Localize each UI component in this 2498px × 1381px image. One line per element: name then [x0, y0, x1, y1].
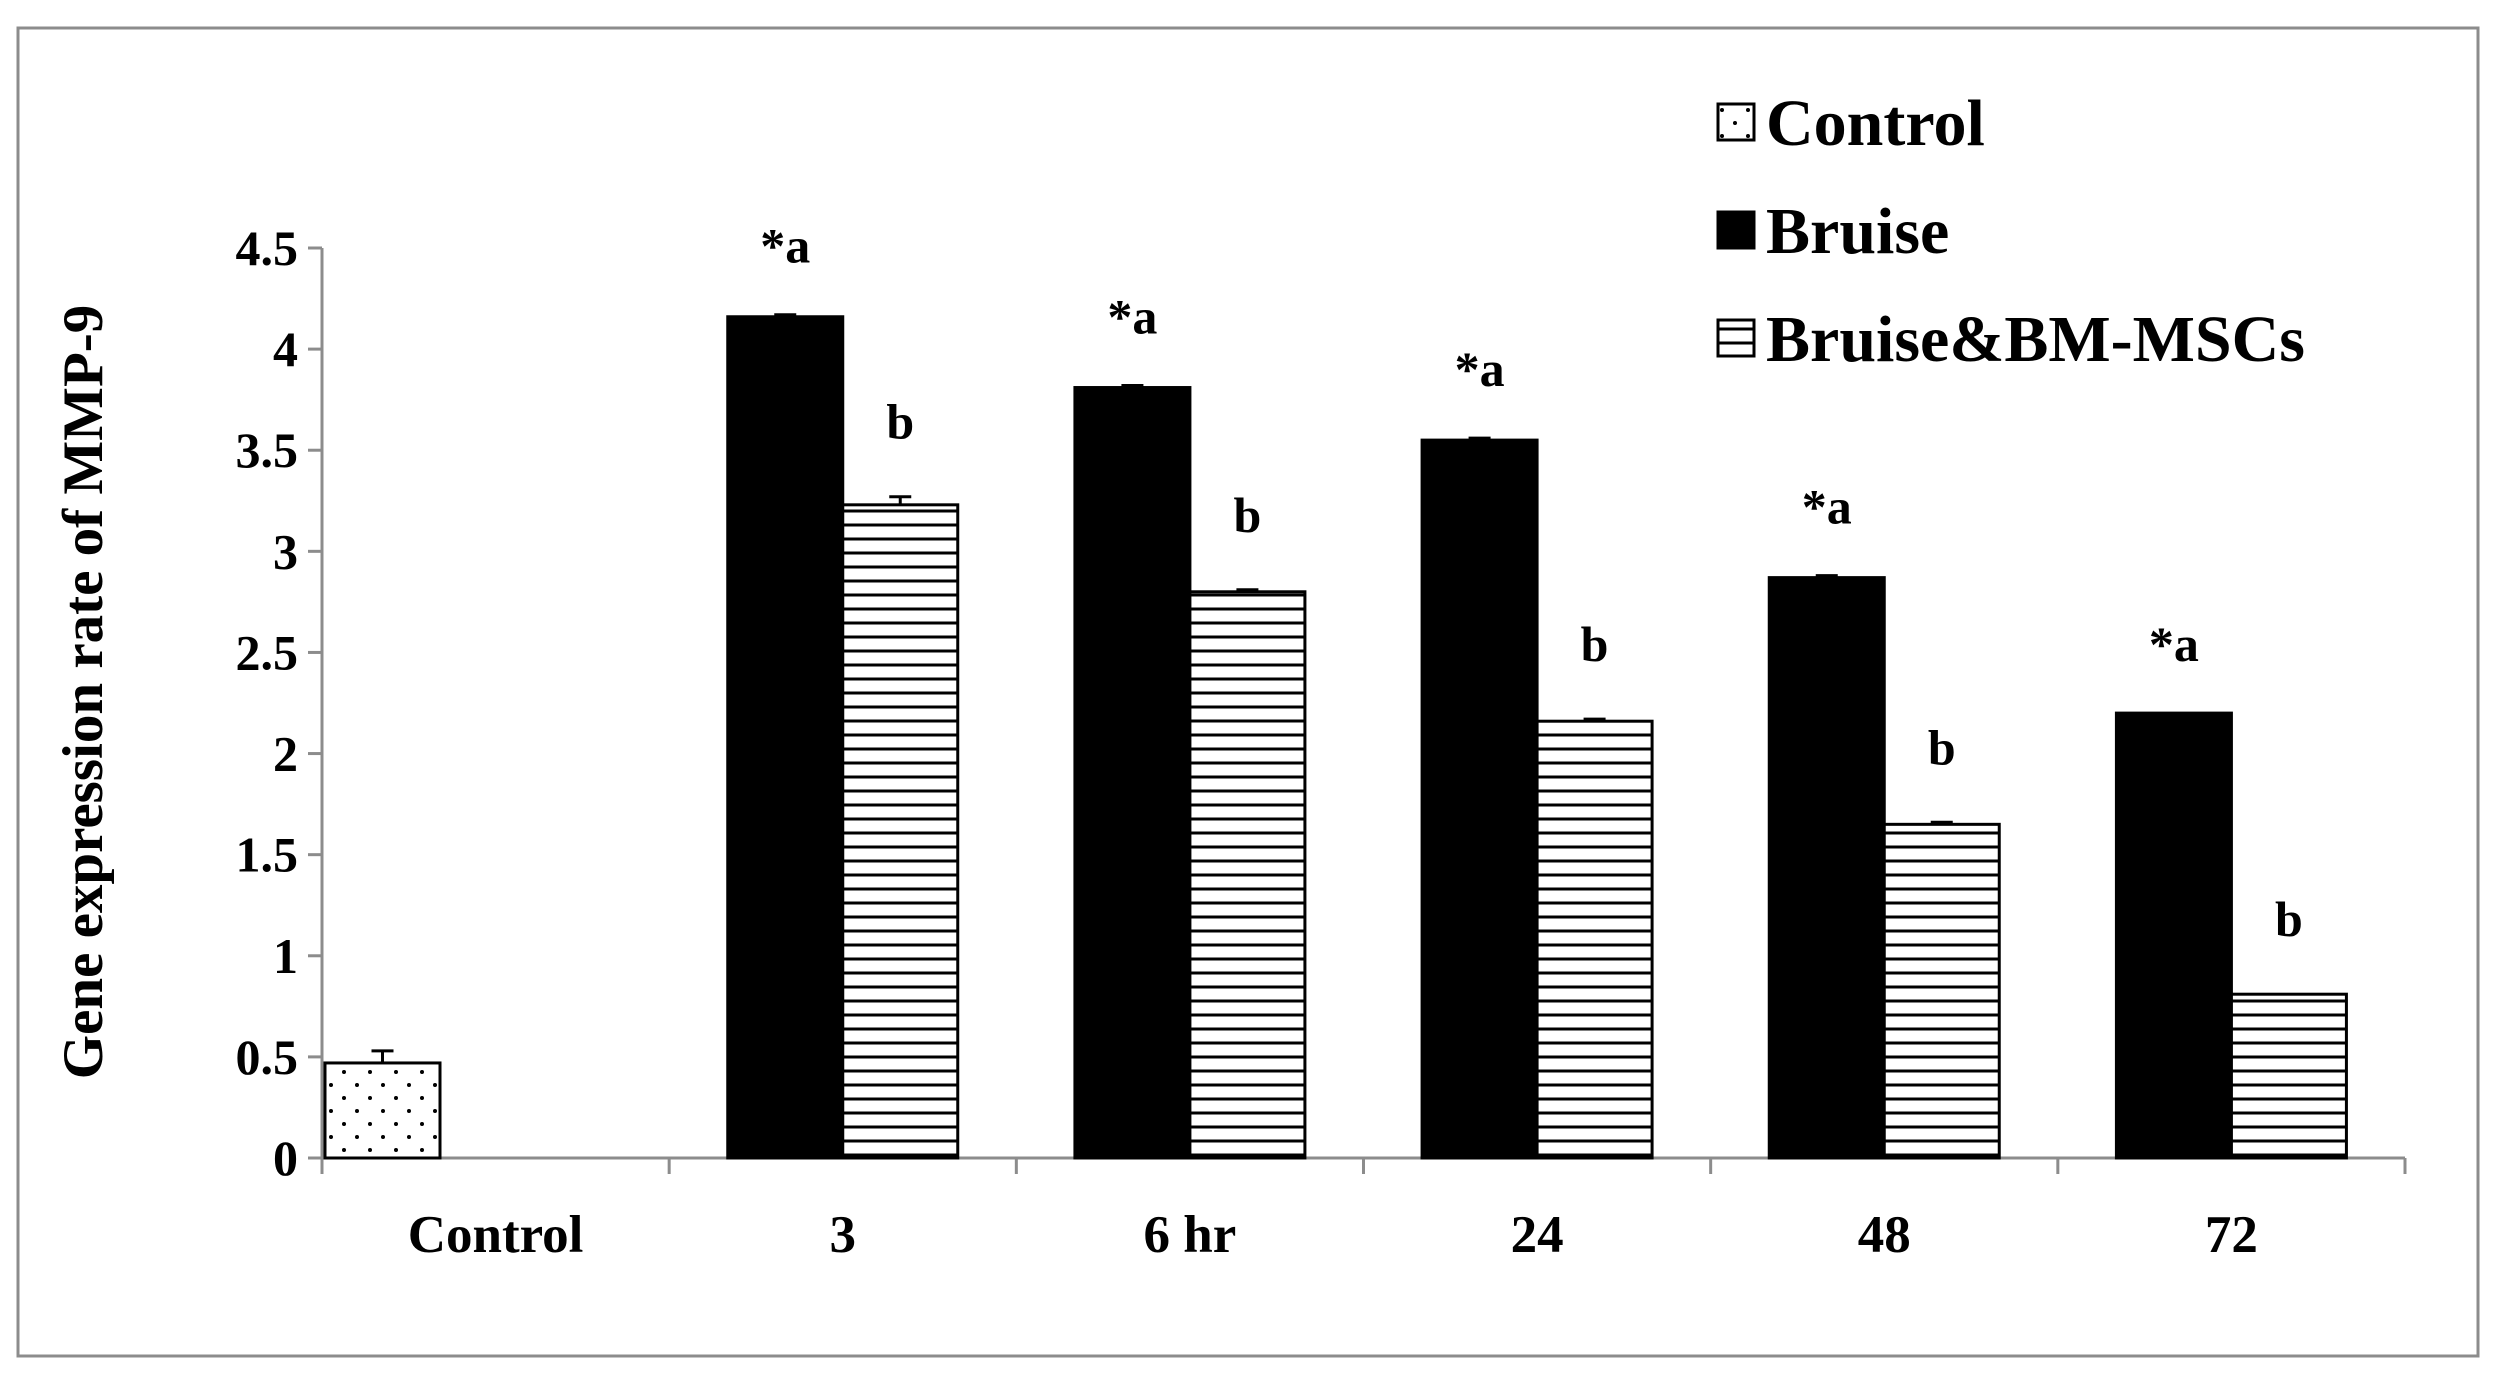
data-annotation: b — [886, 394, 914, 450]
y-tick-label: 1.5 — [236, 827, 299, 883]
x-tick-label: Control — [408, 1206, 584, 1264]
x-tick-label: 48 — [1858, 1206, 1911, 1264]
data-annotation: *a — [1455, 341, 1505, 397]
error-bar — [371, 1049, 394, 1063]
bar-bruise-bm-mscs — [1882, 822, 2001, 1160]
plot-area: 0 0.5 1 1.5 2 2.5 3 3.5 4 4.5 Control 3 6 hr 24 48 72 *a… — [236, 218, 2407, 1264]
y-tick-label: 4.5 — [236, 220, 299, 276]
legend-swatch — [1716, 210, 1756, 250]
error-bar — [1583, 717, 1606, 722]
y-axis-title: Gene expression rate of MMP-9 — [52, 305, 115, 1080]
legend-label: Control — [1766, 87, 1985, 160]
bar-bruise — [726, 315, 845, 1160]
bar-bruise — [1420, 438, 1539, 1160]
data-annotation: b — [1581, 616, 1609, 672]
bar-bruise — [1767, 576, 1886, 1160]
legend: Control Bruise Bruise&BM-MSCs — [1716, 87, 2305, 376]
data-annotation: *a — [2149, 616, 2199, 672]
data-annotation: b — [1928, 719, 1956, 775]
data-annotation: b — [1234, 487, 1262, 543]
data-annotation: *a — [1802, 479, 1852, 535]
y-tick-label: 0 — [273, 1130, 298, 1186]
y-tick-label: 2.5 — [236, 624, 299, 680]
error-bar — [1468, 436, 1491, 441]
legend-label: Bruise&BM-MSCs — [1766, 303, 2305, 376]
error-bar — [774, 313, 797, 317]
error-bar — [889, 495, 912, 505]
legend-swatch — [1716, 102, 1756, 142]
x-tick-label: 72 — [2205, 1206, 2258, 1264]
y-tick-label: 4 — [273, 321, 298, 377]
bar-bruise-bm-mscs — [841, 503, 960, 1160]
y-tick-label: 3 — [273, 523, 298, 579]
data-annotation: *a — [1107, 289, 1157, 345]
error-bar — [1236, 588, 1259, 592]
legend-label: Bruise — [1766, 195, 1949, 268]
data-annotation: *a — [760, 218, 810, 274]
bar-control — [323, 1061, 442, 1160]
bar-bruise — [2114, 711, 2233, 1160]
error-bar — [1815, 574, 1838, 578]
legend-swatch — [1716, 318, 1756, 358]
y-tick-label: 1 — [273, 928, 298, 984]
error-bar — [1930, 820, 1953, 825]
bar-bruise-bm-mscs — [2229, 992, 2348, 1160]
x-tick-label: 3 — [830, 1206, 857, 1264]
error-bar — [1121, 384, 1144, 388]
x-tick-label: 24 — [1511, 1206, 1564, 1264]
y-tick-label: 3.5 — [236, 422, 299, 478]
data-annotation: b — [2275, 891, 2303, 947]
bar-bruise-bm-mscs — [1535, 719, 1654, 1160]
y-tick-label: 0.5 — [236, 1029, 299, 1085]
bar-bruise — [1073, 386, 1192, 1160]
bar-bruise-bm-mscs — [1188, 590, 1307, 1160]
y-tick-label: 2 — [273, 726, 298, 782]
x-tick-label: 6 hr — [1144, 1206, 1237, 1264]
